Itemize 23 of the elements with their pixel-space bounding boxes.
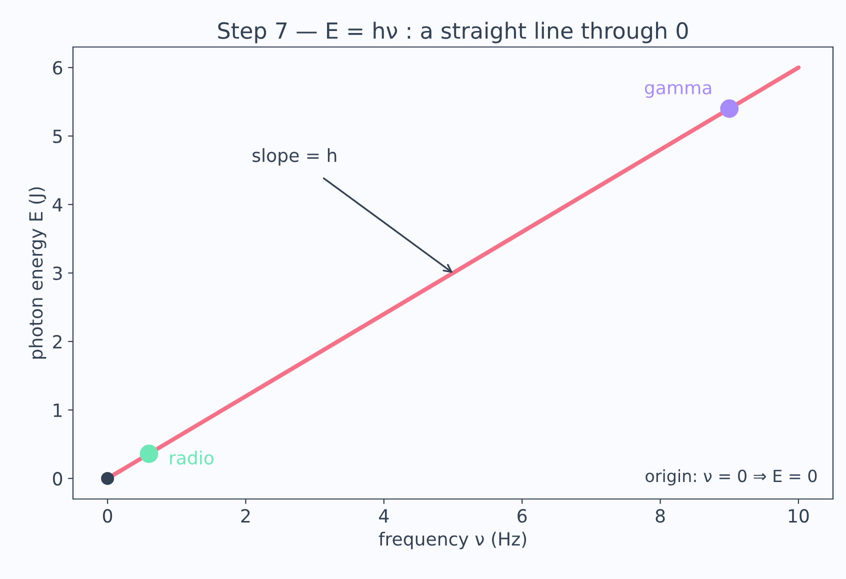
point: [101, 472, 114, 485]
x-tick-label: 0: [102, 509, 112, 523]
x-tick-label: 10: [788, 509, 809, 523]
x-tick-label: 2: [241, 509, 250, 522]
y-tick-label: 5: [53, 130, 62, 144]
point: [140, 444, 158, 463]
y-tick-label: 6: [53, 61, 62, 75]
series-label: radio: [170, 450, 214, 465]
y-tick-label: 1: [54, 404, 62, 417]
annotation: origin: ν = 0 ⇒ E = 0: [646, 469, 817, 486]
x-tick-label: 6: [518, 509, 527, 523]
x-tick-label: 8: [656, 509, 665, 523]
y-tick-label: 0: [52, 472, 62, 486]
x-tick-label: 4: [379, 509, 389, 522]
annotation: slope = h: [252, 148, 336, 166]
y-axis-title: photon energy E (J): [28, 187, 46, 359]
x-axis-title: frequency ν (Hz): [378, 532, 526, 550]
point: [720, 99, 739, 118]
y-tick-label: 4: [52, 198, 62, 212]
y-tick-label: 3: [53, 266, 62, 280]
y-tick-label: 2: [53, 334, 62, 348]
series-label: gamma: [644, 84, 712, 98]
chart-title: Step 7 — E = hν : a straight line through 0: [218, 22, 688, 44]
